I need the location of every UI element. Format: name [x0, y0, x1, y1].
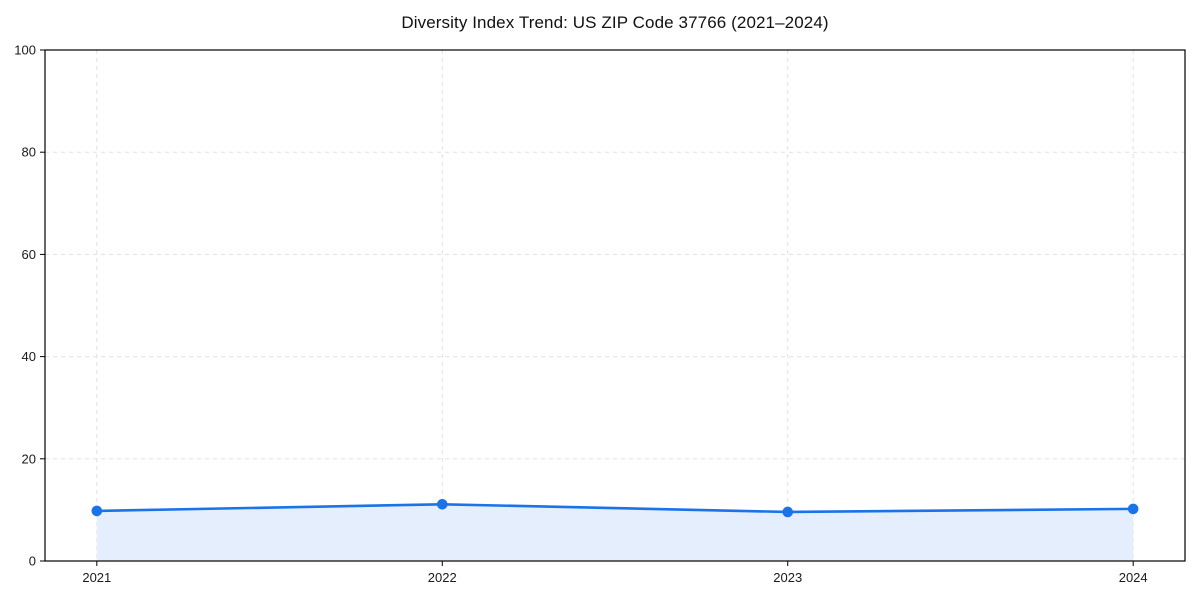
- y-tick-label-20: 20: [22, 451, 36, 466]
- x-tick-label-2021: 2021: [82, 570, 111, 585]
- y-tick-label-60: 60: [22, 247, 36, 262]
- x-tick-label-2023: 2023: [773, 570, 802, 585]
- x-tick-label-2024: 2024: [1119, 570, 1148, 585]
- data-point-2023: [782, 506, 794, 518]
- data-point-2022: [436, 498, 448, 510]
- plot-border: [44, 49, 1186, 562]
- chart-title: Diversity Index Trend: US ZIP Code 37766…: [401, 13, 829, 32]
- y-tick-label-0: 0: [29, 554, 36, 569]
- y-tick-label-40: 40: [22, 349, 36, 364]
- area-fill: [96, 504, 1134, 561]
- trend-line: [95, 502, 1135, 514]
- data-point-2024: [1127, 503, 1139, 515]
- y-tick-label-80: 80: [22, 145, 36, 160]
- y-tick-label-100: 100: [14, 43, 36, 58]
- data-point-2021: [91, 505, 103, 517]
- x-tick-label-2022: 2022: [428, 570, 457, 585]
